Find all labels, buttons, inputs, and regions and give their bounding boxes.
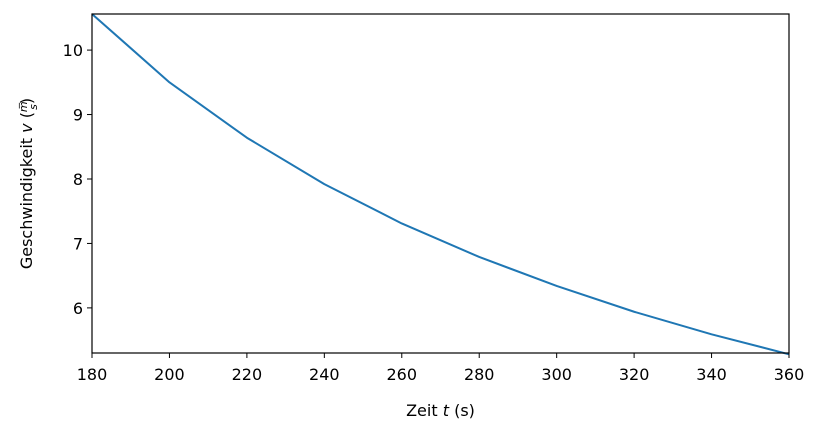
x-tick-label: 200 [154, 365, 185, 384]
y-axis-label: Geschwindigkeit v (m‾s) [17, 98, 40, 269]
x-tick-label: 240 [309, 365, 340, 384]
y-tick-label: 9 [73, 106, 83, 125]
y-label-paren-close: ) [17, 98, 36, 104]
y-label-text: Geschwindigkeit [17, 133, 36, 269]
x-tick-label: 320 [619, 365, 650, 384]
y-tick-label: 10 [63, 41, 83, 60]
ticks-layer: 180 200 220 240 260 280 300 320 340 360 6 7 8 9 10 [63, 41, 805, 384]
y-label-unit-num: m [17, 101, 30, 112]
x-tick-label: 280 [464, 365, 495, 384]
series-line [91, 13, 790, 356]
y-label-frac-bar: ‾ [17, 102, 30, 109]
x-tick-label: 220 [232, 365, 263, 384]
x-tick-label: 180 [77, 365, 108, 384]
x-tick-label: 340 [696, 365, 727, 384]
x-axis-label: Zeit t (s) [406, 401, 475, 420]
series-line-layer [91, 13, 790, 356]
x-tick-label: 300 [541, 365, 572, 384]
plot-frame [91, 13, 790, 354]
y-tick-label: 8 [73, 170, 83, 189]
x-tick-label: 260 [387, 365, 418, 384]
y-label-unit-den: s [27, 104, 40, 110]
y-tick-label: 7 [73, 234, 83, 253]
svg-text:Geschwindigkeit v (m‾s): Geschwindigkeit v (m‾s) [17, 98, 40, 269]
y-label-var: v [17, 123, 36, 133]
y-label-paren-open: ( [17, 112, 36, 123]
y-tick-label: 6 [73, 299, 83, 318]
x-tick-label: 360 [774, 365, 805, 384]
